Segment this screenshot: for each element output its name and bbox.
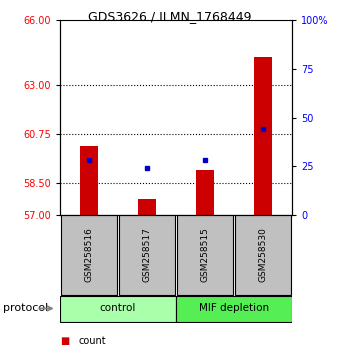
Bar (60, 296, 176, 321)
Bar (119, 215, 175, 295)
Text: ■: ■ (60, 336, 69, 346)
Bar (254, 57, 272, 215)
Text: MIF depletion: MIF depletion (199, 303, 269, 313)
Text: count: count (79, 336, 106, 346)
Text: control: control (100, 303, 136, 313)
Text: GSM258515: GSM258515 (201, 228, 209, 282)
Text: GSM258517: GSM258517 (142, 228, 152, 282)
Text: GDS3626 / ILMN_1768449: GDS3626 / ILMN_1768449 (88, 10, 252, 23)
Text: GSM258516: GSM258516 (85, 228, 94, 282)
Bar (235, 215, 291, 295)
Bar (80, 145, 98, 215)
Text: GSM258530: GSM258530 (258, 228, 268, 282)
Bar (61, 215, 117, 295)
Bar (138, 199, 156, 215)
Bar (176, 296, 292, 321)
Bar (196, 170, 214, 215)
Text: protocol: protocol (3, 303, 49, 313)
Bar (176, 215, 234, 295)
